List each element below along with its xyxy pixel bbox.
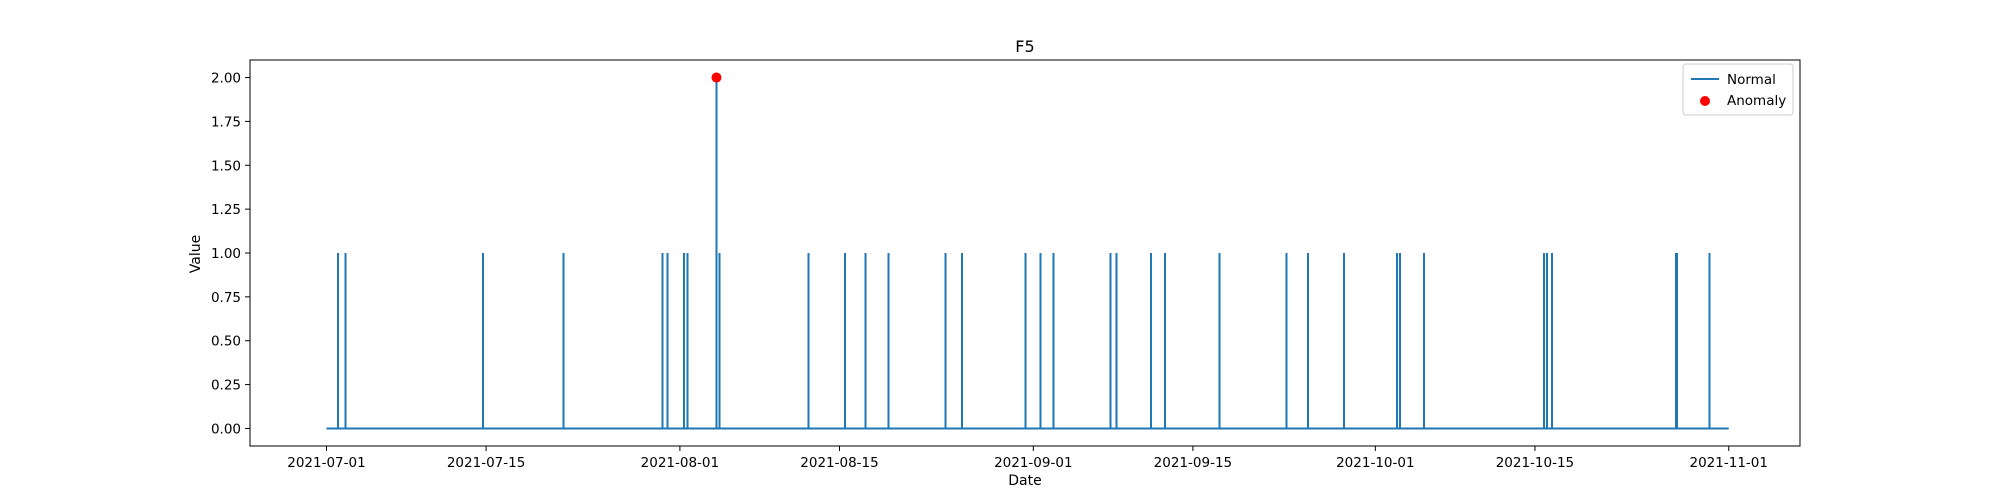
- y-tick-label: 1.75: [211, 114, 241, 130]
- legend-frame: [1682, 63, 1794, 116]
- y-tick-label: 2.00: [211, 71, 241, 87]
- y-tick-label: 0.00: [211, 421, 241, 437]
- x-tick-label: 2021-08-15: [800, 455, 878, 471]
- y-axis-label: Value: [188, 235, 204, 273]
- y-tick-label: 0.25: [211, 378, 241, 394]
- x-tick-label: 2021-08-01: [641, 455, 719, 471]
- x-tick-label: 2021-07-15: [447, 455, 525, 471]
- y-tick-label: 0.50: [211, 334, 241, 350]
- x-tick-label: 2021-10-15: [1496, 455, 1574, 471]
- y-tick-label: 1.25: [211, 202, 241, 218]
- y-tick-label: 1.50: [211, 158, 241, 174]
- x-tick-label: 2021-10-01: [1336, 455, 1414, 471]
- plot-area: [326, 72, 1729, 430]
- x-tick-label: 2021-09-01: [994, 455, 1072, 471]
- legend-normal-label: Normal: [1727, 72, 1776, 88]
- x-tick-label: 2021-07-01: [287, 455, 365, 471]
- legend: Normal Anomaly: [1682, 63, 1794, 116]
- chart-title: F5: [1015, 37, 1034, 56]
- legend-anomaly-label: Anomaly: [1727, 93, 1786, 109]
- legend-anomaly-dot-icon: [1700, 96, 1710, 106]
- x-tick-label: 2021-09-15: [1154, 455, 1232, 471]
- x-tick-label: 2021-11-01: [1690, 455, 1768, 471]
- anomaly-point: [711, 72, 722, 83]
- axes: 2021-07-01 2021-07-15 2021-08-01 2021-08-15…: [211, 59, 1801, 471]
- y-tick-label: 1.00: [211, 246, 241, 262]
- x-axis-label: Date: [1008, 473, 1041, 489]
- y-tick-label: 0.75: [211, 290, 241, 306]
